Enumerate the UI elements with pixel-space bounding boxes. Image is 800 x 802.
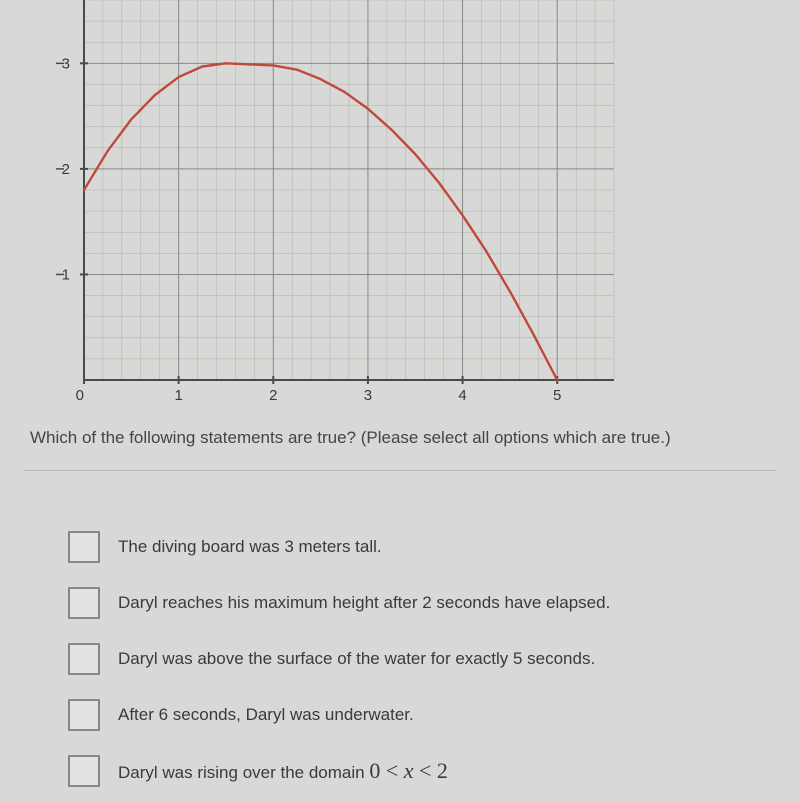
checkbox[interactable] [68, 587, 100, 619]
question-text: Which of the following statements are tr… [30, 428, 776, 448]
chart-svg: 012345123 [34, 0, 618, 410]
option-label: Daryl was rising over the domain 0 < x <… [118, 758, 448, 784]
svg-text:3: 3 [364, 387, 372, 404]
dive-height-chart: 012345123 [34, 0, 618, 410]
option-row: Daryl reaches his maximum height after 2… [68, 587, 776, 619]
option-row: The diving board was 3 meters tall. [68, 531, 776, 563]
option-row: After 6 seconds, Daryl was underwater. [68, 699, 776, 731]
option-label: Daryl reaches his maximum height after 2… [118, 593, 610, 613]
svg-text:5: 5 [553, 387, 561, 404]
checkbox[interactable] [68, 699, 100, 731]
option-label: The diving board was 3 meters tall. [118, 537, 382, 557]
checkbox[interactable] [68, 755, 100, 787]
option-label: After 6 seconds, Daryl was underwater. [118, 705, 414, 725]
svg-text:0: 0 [76, 387, 84, 404]
option-label-prefix: Daryl was rising over the domain [118, 763, 369, 782]
option-row: Daryl was rising over the domain 0 < x <… [68, 755, 776, 787]
divider [24, 470, 776, 471]
checkbox[interactable] [68, 643, 100, 675]
svg-text:2: 2 [269, 387, 277, 404]
svg-text:1: 1 [174, 387, 182, 404]
svg-text:4: 4 [458, 387, 466, 404]
option-label: Daryl was above the surface of the water… [118, 649, 595, 669]
option-math: 0 < x < 2 [369, 758, 448, 783]
checkbox[interactable] [68, 531, 100, 563]
option-row: Daryl was above the surface of the water… [68, 643, 776, 675]
options-list: The diving board was 3 meters tall. Dary… [68, 531, 776, 787]
